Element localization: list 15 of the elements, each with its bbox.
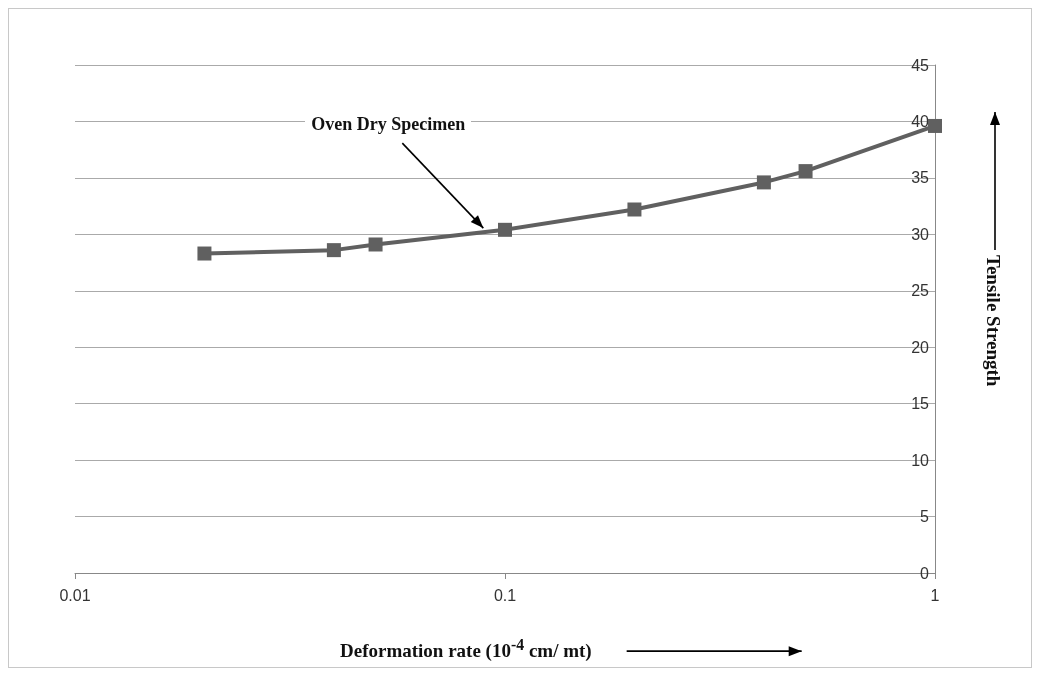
y-tick-label: 35 — [911, 169, 930, 187]
y-axis-title: Tensile Strength — [982, 255, 1004, 387]
x-axis-title: Deformation rate (10$^{-4}$ cm/ mt) — [340, 636, 592, 663]
y-tick-label: 45 — [911, 56, 930, 74]
x-tick-label: 1 — [930, 586, 940, 604]
x-tick-label: 0.01 — [59, 586, 91, 604]
y-tick-label: 10 — [911, 451, 930, 469]
y-tick-label: 30 — [911, 225, 930, 243]
y-tick-label: 5 — [920, 508, 930, 526]
x-tick-label: 0.1 — [493, 586, 517, 604]
annotation: Oven Dry Specimen — [305, 114, 472, 136]
y-tick-label: 40 — [911, 112, 930, 130]
y-tick-label: 25 — [911, 282, 930, 300]
y-tick-label: 20 — [911, 338, 930, 356]
y-tick-label: 15 — [911, 395, 930, 413]
